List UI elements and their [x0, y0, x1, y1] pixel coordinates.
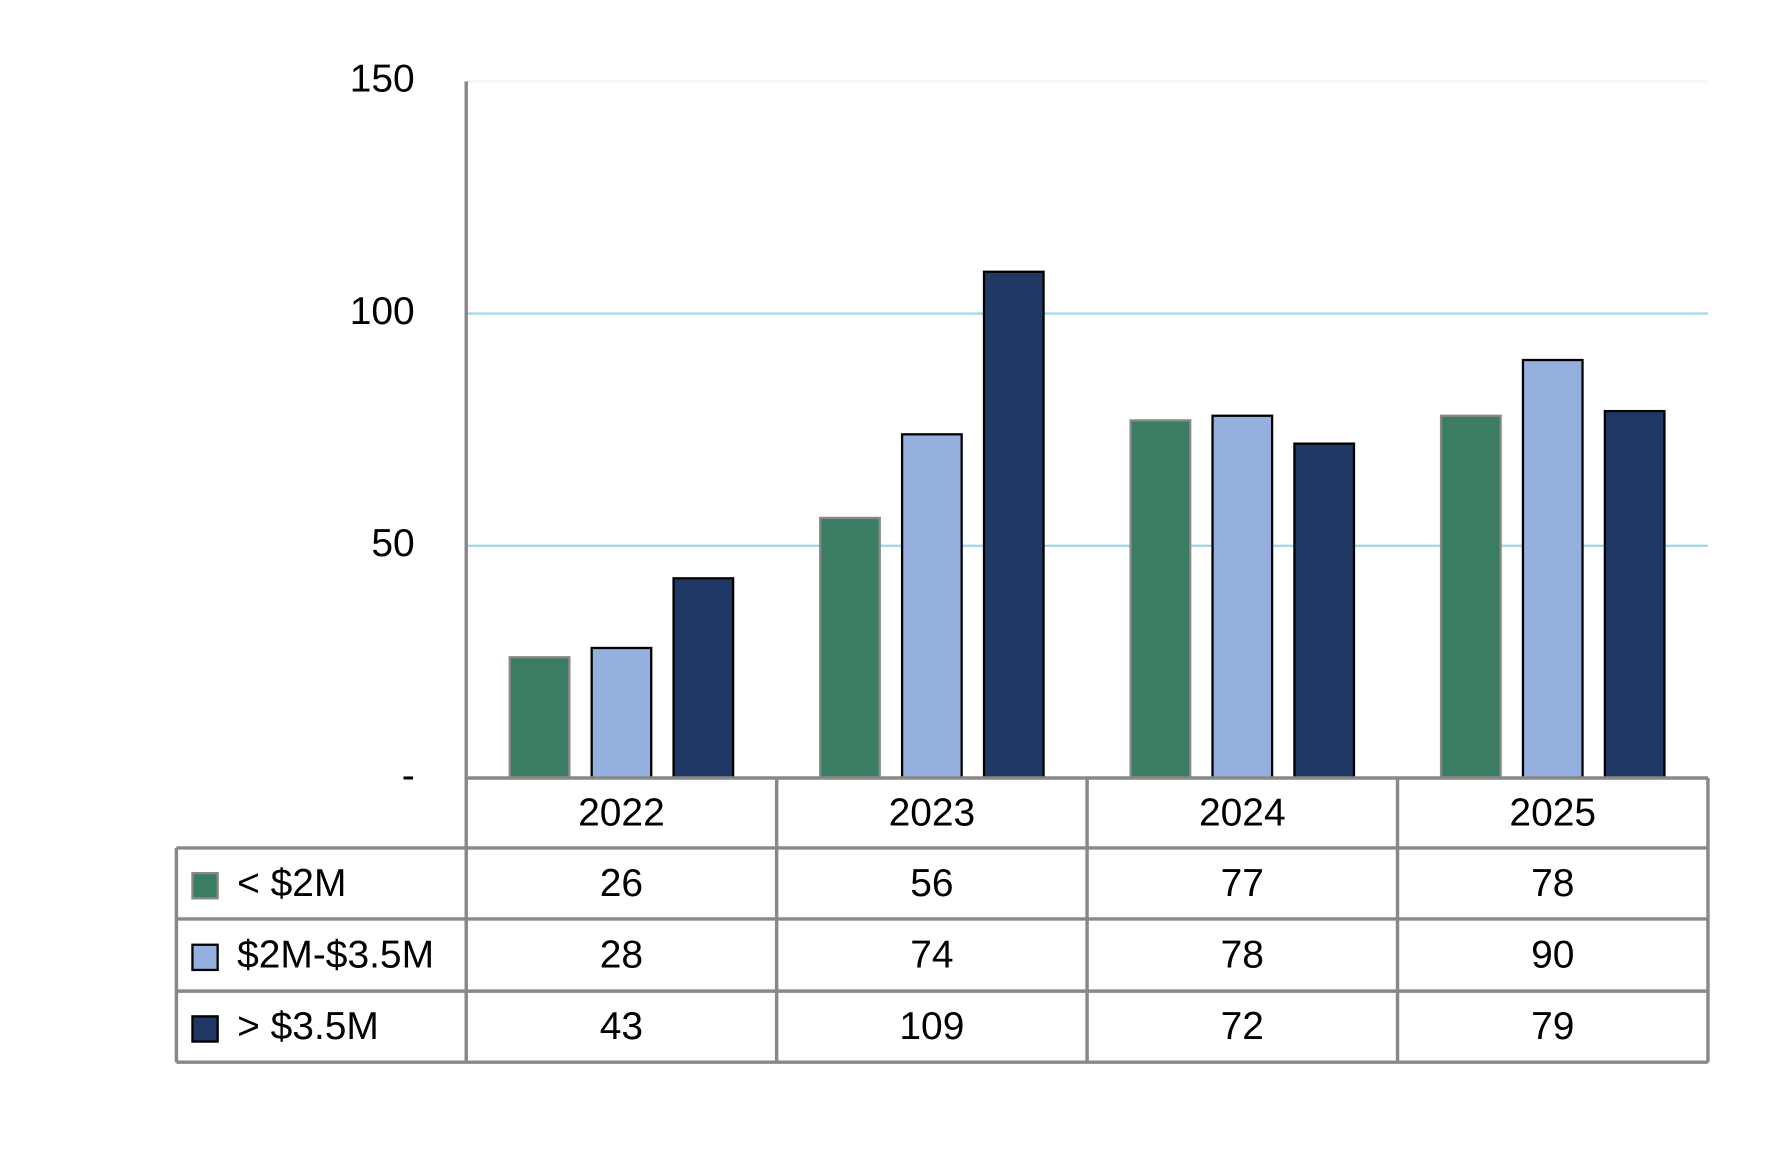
legend-swatch	[191, 871, 219, 900]
y-tick-label: 50	[371, 522, 414, 565]
legend-label: < $2M	[237, 862, 346, 905]
x-tick-label: 2024	[1199, 792, 1286, 835]
bar	[1293, 442, 1356, 780]
table-value: 72	[1221, 1005, 1264, 1048]
table-value: 78	[1531, 862, 1574, 905]
legend-swatch	[191, 943, 219, 972]
legend-swatch	[191, 1015, 219, 1043]
y-tick-label: -	[402, 754, 415, 797]
x-tick-label: 2025	[1509, 792, 1596, 835]
table-value: 26	[600, 862, 643, 905]
bar	[672, 577, 735, 780]
bar	[900, 433, 963, 780]
bar	[1521, 358, 1584, 780]
y-tick-label: 150	[350, 58, 415, 101]
bar	[1603, 409, 1666, 780]
bar	[508, 656, 571, 780]
table-value: 77	[1221, 862, 1264, 905]
y-tick-label: 100	[350, 290, 415, 333]
bar	[590, 646, 653, 780]
legend-label: $2M-$3.5M	[237, 934, 434, 977]
table-value: 74	[910, 934, 953, 977]
table-value: 78	[1221, 934, 1264, 977]
table-value: 90	[1531, 934, 1574, 977]
x-tick-label: 2022	[578, 792, 665, 835]
bar	[1129, 419, 1192, 780]
table-value: 43	[600, 1005, 643, 1048]
bar	[1439, 414, 1502, 780]
table-value: 56	[910, 862, 953, 905]
table-value: 109	[899, 1005, 964, 1048]
legend-label: > $3.5M	[237, 1005, 379, 1048]
table-value: 28	[600, 934, 643, 977]
x-tick-label: 2023	[889, 792, 976, 835]
bar	[819, 516, 881, 780]
bar	[1211, 414, 1274, 780]
table-value: 79	[1531, 1005, 1574, 1048]
bar	[982, 270, 1045, 780]
